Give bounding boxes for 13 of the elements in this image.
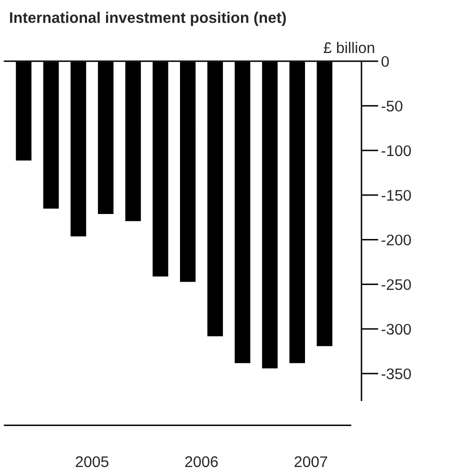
y-tick-label: -150 [382,190,411,201]
x-tick-label: 2005 [76,456,108,468]
y-tick-label: -250 [382,279,411,290]
x-tick-label: 2006 [185,456,218,468]
y-tick-label: -100 [382,145,411,156]
y-tick-label: -350 [382,368,411,380]
y-tick-label: 0 [382,56,389,67]
y-tick-label: -50 [382,100,402,112]
y-axis-title: £ billion [324,42,374,54]
y-tick-label: -300 [382,324,411,335]
chart-title: International investment position (net) [10,12,286,26]
x-tick-label: 2007 [294,456,328,468]
y-tick-label: -200 [382,234,411,246]
